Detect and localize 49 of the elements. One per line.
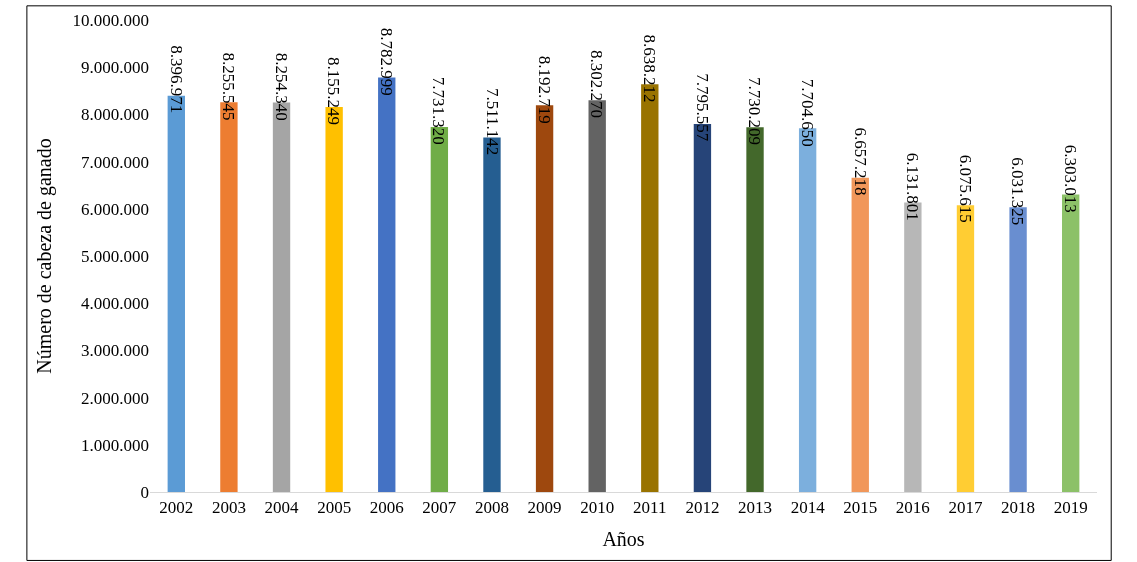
data-label: 8.782.999 [377, 27, 397, 96]
x-tick-label: 2016 [895, 498, 930, 518]
data-label: 7.795.557 [692, 73, 712, 142]
data-label: 7.704.650 [797, 78, 817, 147]
data-label: 8.254.340 [271, 52, 291, 121]
x-tick-label: 2018 [1001, 498, 1036, 518]
x-tick-label: 2012 [685, 498, 720, 518]
x-tick-label: 2004 [264, 498, 300, 518]
x-tick-label: 2006 [369, 498, 404, 518]
y-tick-label: 6.000.000 [81, 199, 149, 219]
x-tick-label: 2015 [843, 498, 878, 518]
x-tick-label: 2003 [211, 498, 246, 518]
x-tick-label: 2017 [948, 498, 983, 518]
x-tick-label: 2010 [580, 498, 615, 518]
data-label: 6.303.013 [1061, 144, 1081, 213]
y-tick-label: 1.000.000 [81, 435, 149, 455]
data-label: 8.638.212 [640, 34, 660, 103]
x-tick-label: 2014 [790, 498, 826, 518]
x-tick-label: 2007 [422, 498, 457, 518]
data-label: 8.396.971 [166, 45, 186, 114]
x-tick-label: 2005 [317, 498, 352, 518]
y-tick-label: 8.000.000 [81, 105, 149, 125]
data-label: 6.075.615 [955, 154, 975, 223]
y-tick-label: 9.000.000 [81, 58, 149, 78]
x-tick-label: 2013 [738, 498, 773, 518]
data-label: 7.731.320 [429, 76, 449, 145]
data-label: 6.031.325 [1008, 157, 1028, 226]
y-tick-label: 10.000.000 [72, 10, 149, 30]
y-tick-label: 7.000.000 [81, 152, 149, 172]
data-label: 8.302.270 [587, 49, 607, 118]
data-label: 7.511.142 [482, 88, 502, 156]
y-tick-label: 2.000.000 [81, 388, 149, 408]
data-label: 6.657.218 [851, 127, 871, 196]
y-tick-label: 5.000.000 [81, 246, 149, 266]
y-tick-label: 4.000.000 [81, 294, 149, 314]
data-label: 8.155.249 [324, 56, 344, 125]
x-tick-label: 2002 [159, 498, 194, 518]
y-tick-label: 0 [140, 482, 149, 502]
y-tick-label: 3.000.000 [81, 341, 149, 361]
data-label: 6.131.801 [903, 152, 923, 221]
x-tick-label: 2011 [633, 498, 667, 518]
x-tick-label: 2019 [1053, 498, 1088, 518]
x-axis-title: Años [602, 527, 645, 550]
y-axis-title: Número de cabeza de ganado [33, 138, 56, 374]
data-label: 7.730.209 [745, 77, 765, 146]
data-label: 8.192.719 [534, 55, 554, 124]
x-tick-label: 2008 [474, 498, 509, 518]
data-label: 8.255.545 [219, 52, 239, 121]
x-tick-label: 2009 [527, 498, 562, 518]
